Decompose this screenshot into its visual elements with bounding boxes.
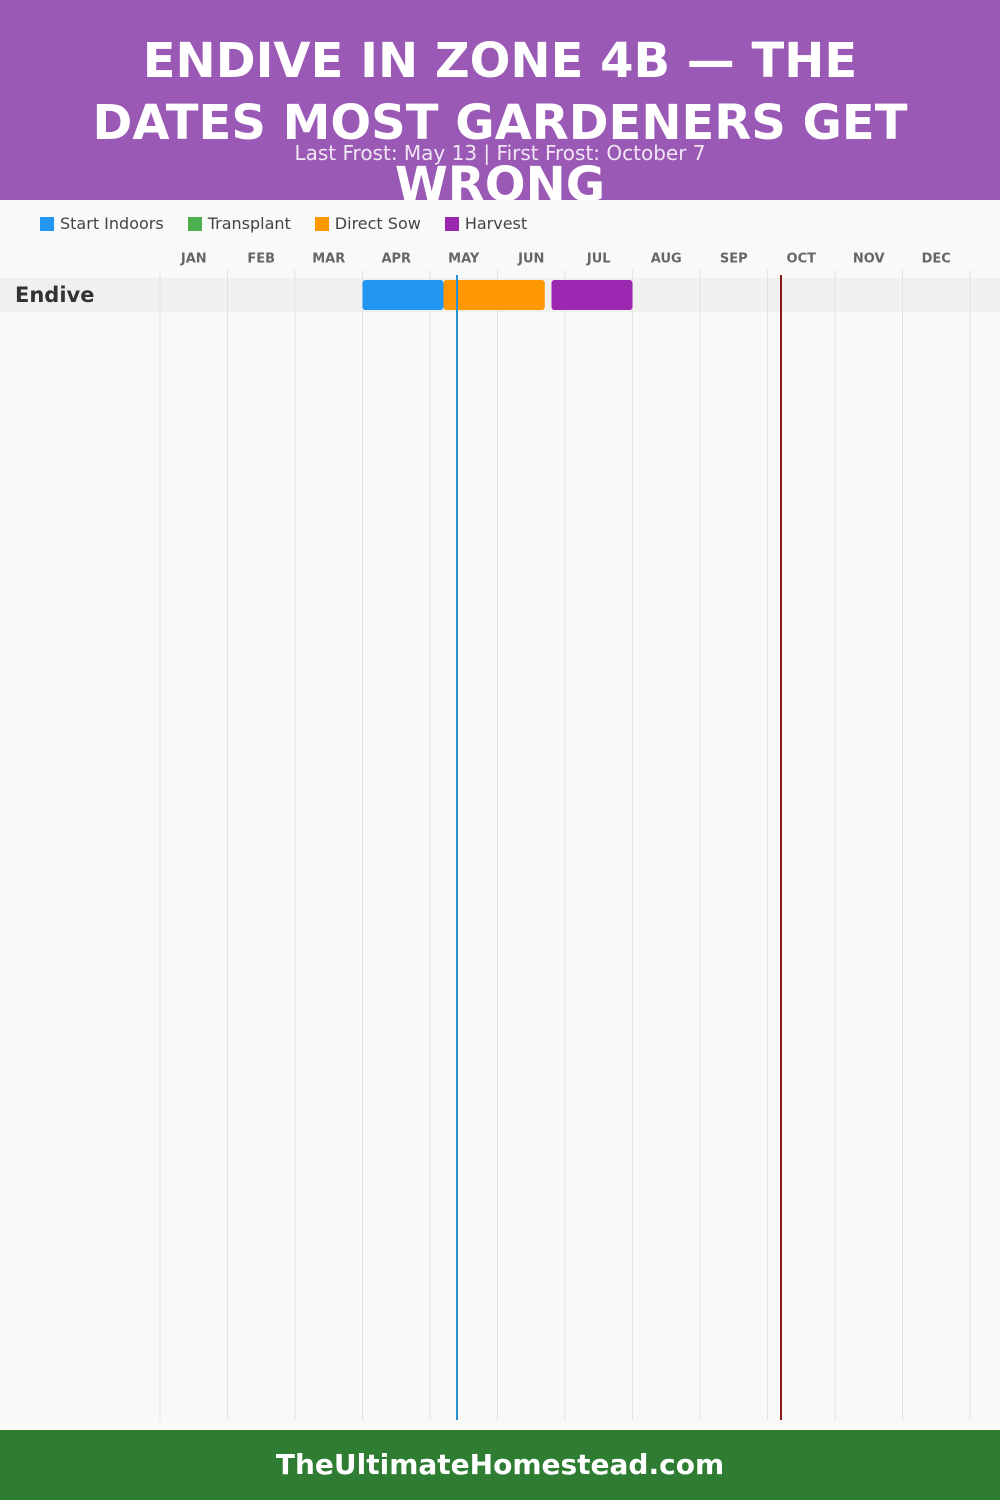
x-tick-label: OCT [787, 252, 817, 267]
footer: TheUltimateHomestead.com [0, 1430, 1000, 1500]
legend-item: Direct Sow [314, 214, 421, 233]
legend-item: Harvest [444, 214, 528, 233]
x-tick-label: MAY [448, 252, 480, 267]
x-tick-label: JAN [180, 252, 207, 267]
bar [362, 280, 444, 310]
header: ENDIVE IN ZONE 4B — THE DATES MOST GARDE… [0, 0, 1000, 200]
chart: Endive JAN FEB MAR APR MAY JUN JUL AUG SEP OCT NOV D… [0, 252, 1000, 1420]
legend-item: Start Indoors [40, 214, 164, 233]
bar [443, 280, 545, 310]
subtitle: Last Frost: May 13 | First Frost: Octobe… [294, 141, 706, 165]
x-tick-label: NOV [853, 252, 885, 267]
title: ENDIVE IN ZONE 4B — THE DATES MOST GARDE… [92, 33, 908, 200]
x-tick-label: APR [381, 252, 411, 267]
x-tick-label: MAR [312, 252, 345, 267]
x-tick-label: SEP [720, 252, 748, 267]
legend-label: Direct Sow [334, 214, 421, 233]
legend-label: Harvest [464, 214, 528, 233]
legend: Start Indoors Transplant Direct Sow Harvest [40, 214, 527, 233]
x-tick-label: AUG [651, 252, 682, 267]
x-tick-label: FEB [247, 252, 275, 267]
x-tick-label: JUN [517, 252, 544, 267]
x-tick-label: DEC [922, 252, 951, 267]
legend-swatch [40, 216, 54, 231]
legend-label: Transplant [207, 214, 291, 233]
bar [551, 280, 633, 310]
legend-label: Start Indoors [60, 214, 164, 233]
legend-swatch [187, 216, 202, 231]
legend-swatch [314, 216, 329, 231]
legend-swatch [444, 216, 459, 231]
legend-item: Transplant [187, 214, 291, 233]
x-tick-label: JUL [586, 252, 611, 267]
row-label: Endive [15, 283, 94, 307]
